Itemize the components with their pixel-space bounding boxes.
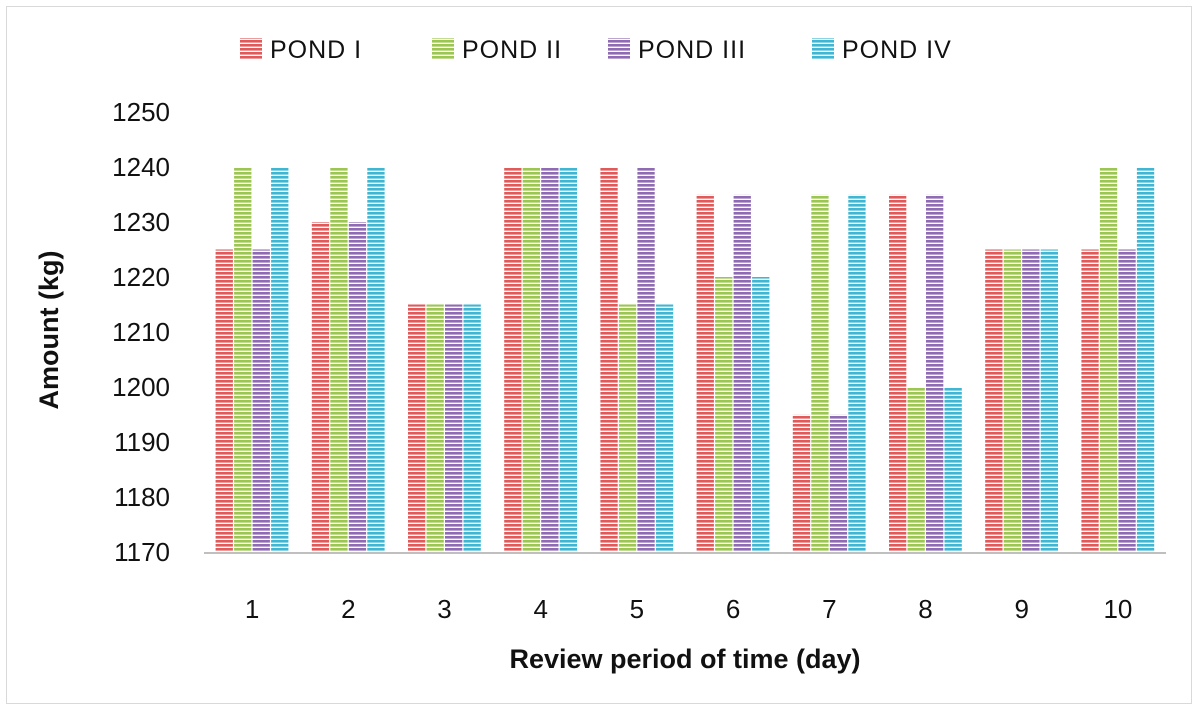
bar bbox=[330, 167, 348, 552]
bar bbox=[215, 249, 233, 552]
bar bbox=[733, 194, 751, 552]
bar bbox=[600, 167, 618, 552]
bar bbox=[926, 194, 944, 552]
bar bbox=[944, 387, 962, 552]
bar bbox=[1099, 167, 1118, 552]
legend-label: POND I bbox=[270, 36, 362, 64]
bar bbox=[848, 194, 866, 552]
bar bbox=[1118, 249, 1136, 552]
legend-label: POND III bbox=[638, 36, 746, 64]
bar bbox=[367, 167, 385, 552]
x-tick-label: 10 bbox=[1103, 594, 1132, 624]
bar bbox=[541, 167, 559, 552]
y-tick-label: 1200 bbox=[112, 372, 170, 402]
x-tick-label: 1 bbox=[245, 594, 259, 624]
y-tick-label: 1250 bbox=[112, 97, 170, 127]
x-tick-label: 7 bbox=[822, 594, 836, 624]
bar bbox=[655, 304, 674, 552]
bar bbox=[811, 194, 829, 552]
bar bbox=[829, 414, 848, 552]
x-axis-ticks: 1 2 3 4 5 6 7 8 9 10 bbox=[245, 594, 1132, 624]
y-tick-label: 1170 bbox=[114, 537, 170, 567]
bar bbox=[752, 277, 770, 552]
bar bbox=[311, 222, 330, 552]
bar bbox=[907, 387, 925, 552]
bar bbox=[559, 167, 577, 552]
x-tick-label: 5 bbox=[630, 594, 644, 624]
legend-item: POND I bbox=[240, 36, 362, 64]
legend-item: POND IV bbox=[812, 36, 952, 64]
bar bbox=[271, 167, 289, 552]
legend-item: POND III bbox=[608, 36, 746, 64]
bar bbox=[618, 304, 637, 552]
bar bbox=[715, 277, 733, 552]
x-tick-label: 9 bbox=[1014, 594, 1028, 624]
x-tick-label: 4 bbox=[533, 594, 547, 624]
bar bbox=[463, 304, 481, 552]
x-tick-label: 8 bbox=[918, 594, 932, 624]
bar bbox=[408, 304, 426, 552]
x-axis-title: Review period of time (day) bbox=[509, 644, 860, 674]
bar bbox=[522, 167, 540, 552]
bar bbox=[445, 304, 463, 552]
bar bbox=[252, 249, 270, 552]
x-tick-label: 2 bbox=[341, 594, 355, 624]
y-tick-label: 1230 bbox=[112, 207, 170, 237]
legend-swatch bbox=[432, 38, 454, 60]
bar bbox=[792, 414, 811, 552]
bar bbox=[696, 194, 714, 552]
y-tick-label: 1180 bbox=[114, 482, 170, 512]
x-tick-label: 3 bbox=[437, 594, 451, 624]
legend-swatch bbox=[240, 38, 262, 60]
bar bbox=[985, 249, 1003, 552]
legend-swatch bbox=[812, 38, 834, 60]
bars bbox=[215, 167, 1155, 552]
bar bbox=[889, 194, 907, 552]
x-tick-label: 6 bbox=[726, 594, 740, 624]
y-tick-label: 1240 bbox=[112, 152, 170, 182]
y-tick-label: 1220 bbox=[112, 262, 170, 292]
bar bbox=[1081, 249, 1099, 552]
legend-label: POND II bbox=[462, 36, 562, 64]
bar bbox=[1136, 167, 1155, 552]
legend-label: POND IV bbox=[842, 36, 952, 64]
bar bbox=[348, 222, 367, 552]
y-tick-label: 1210 bbox=[112, 317, 170, 347]
bar bbox=[426, 304, 444, 552]
bar bbox=[1022, 249, 1040, 552]
bar bbox=[1040, 249, 1058, 552]
bar bbox=[504, 167, 522, 552]
bar bbox=[234, 167, 252, 552]
legend-item: POND II bbox=[432, 36, 562, 64]
bar bbox=[1003, 249, 1021, 552]
y-tick-label: 1190 bbox=[114, 427, 170, 457]
legend: POND I POND II POND III POND IV bbox=[240, 36, 952, 64]
y-axis-ticks: 1170 1180 1190 1200 1210 1220 1230 1240 1250 bbox=[112, 97, 170, 567]
y-axis-title: Amount (kg) bbox=[34, 251, 64, 410]
legend-swatch bbox=[608, 38, 630, 60]
bar bbox=[637, 167, 655, 552]
